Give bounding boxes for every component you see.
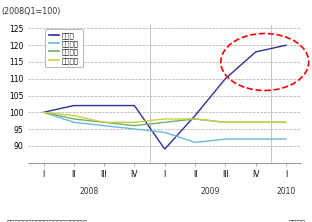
非耗久財 — [41, 111, 45, 114]
耗久財 — [193, 114, 197, 117]
耗久財 — [133, 104, 136, 107]
非耗久財 — [284, 121, 288, 124]
半耗久財 — [72, 121, 76, 124]
耗久財 — [223, 77, 227, 80]
Legend: 耗久財, 半耗久財, 非耗久財, サービス: 耗久財, 半耗久財, 非耗久財, サービス — [46, 29, 83, 67]
Text: 2009: 2009 — [201, 187, 220, 196]
半耗久財 — [254, 138, 257, 140]
半耗久財 — [163, 131, 167, 134]
耗久財 — [284, 44, 288, 47]
Text: (2008Q1=100): (2008Q1=100) — [1, 6, 61, 16]
非耗久財 — [102, 121, 106, 124]
サービス — [284, 121, 288, 124]
Text: 資料：内閣府「国民経済計算」から作成。: 資料：内閣府「国民経済計算」から作成。 — [6, 220, 87, 222]
耗久財 — [102, 104, 106, 107]
半耗久財 — [223, 138, 227, 140]
Line: 半耗久財: 半耗久財 — [43, 112, 286, 143]
耗久財 — [72, 104, 76, 107]
Line: サービス: サービス — [43, 112, 286, 122]
非耗久財 — [193, 118, 197, 120]
耗久財 — [163, 148, 167, 151]
サービス — [163, 118, 167, 120]
耗久財 — [41, 111, 45, 114]
Text: 2008: 2008 — [79, 187, 99, 196]
半耗久財 — [284, 138, 288, 140]
半耗久財 — [102, 124, 106, 127]
非耗久財 — [254, 121, 257, 124]
非耗久財 — [163, 121, 167, 124]
サービス — [193, 118, 197, 120]
非耗久財 — [133, 124, 136, 127]
Text: （年期）: （年期） — [289, 220, 306, 222]
耗久財 — [254, 51, 257, 53]
サービス — [133, 121, 136, 124]
サービス — [223, 121, 227, 124]
サービス — [102, 121, 106, 124]
サービス — [72, 114, 76, 117]
半耗久財 — [133, 128, 136, 130]
Text: 2010: 2010 — [276, 187, 295, 196]
非耗久財 — [72, 118, 76, 120]
非耗久財 — [223, 121, 227, 124]
半耗久財 — [193, 141, 197, 144]
サービス — [254, 121, 257, 124]
Line: 耗久財: 耗久財 — [43, 45, 286, 149]
半耗久財 — [41, 111, 45, 114]
サービス — [41, 111, 45, 114]
Line: 非耗久財: 非耗久財 — [43, 112, 286, 126]
